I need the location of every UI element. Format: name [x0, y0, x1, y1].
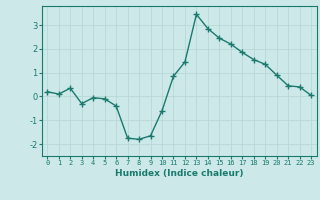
- X-axis label: Humidex (Indice chaleur): Humidex (Indice chaleur): [115, 169, 244, 178]
